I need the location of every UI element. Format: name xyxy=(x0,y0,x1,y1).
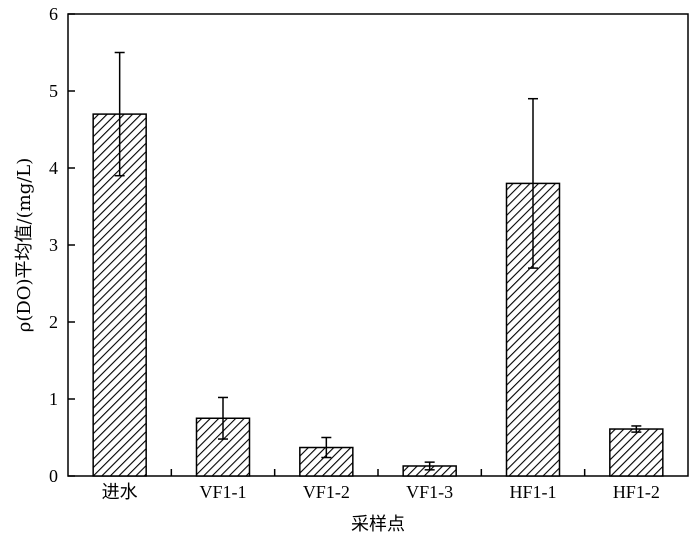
y-tick-label: 1 xyxy=(49,389,58,409)
y-tick-label: 3 xyxy=(49,235,58,255)
y-tick-label: 6 xyxy=(49,4,58,24)
error-bar xyxy=(218,396,228,440)
y-tick-label: 2 xyxy=(49,312,58,332)
bars-group xyxy=(92,113,664,477)
error-bar xyxy=(321,436,332,459)
error-bar xyxy=(528,97,538,269)
x-tick-label: VF1-1 xyxy=(199,482,246,502)
x-axis: 进水 VF1-1 VF1-2 VF1-3 HF1-1 HF1-2 xyxy=(102,469,660,502)
x-tick-label: VF1-2 xyxy=(303,482,350,502)
y-axis-title: ρ(DO)平均值/(mg/L) xyxy=(14,158,35,333)
error-bar xyxy=(631,425,642,433)
y-tick-label: 5 xyxy=(49,81,58,101)
error-bar xyxy=(114,51,125,177)
x-axis-title: 采样点 xyxy=(351,514,405,535)
x-tick-label: HF1-1 xyxy=(509,482,556,502)
plot-area xyxy=(67,13,689,477)
error-bars-group xyxy=(114,51,642,471)
bar xyxy=(609,428,664,477)
x-tick-label: HF1-2 xyxy=(613,482,660,502)
x-tick-label: VF1-3 xyxy=(406,482,453,502)
plot-frame xyxy=(67,13,689,477)
y-tick-label: 4 xyxy=(49,158,58,178)
y-tick-label: 0 xyxy=(49,466,58,486)
y-axis: 0 1 2 3 4 5 6 xyxy=(49,4,75,486)
x-tick-label: 进水 xyxy=(102,482,138,502)
error-bar xyxy=(424,461,435,471)
